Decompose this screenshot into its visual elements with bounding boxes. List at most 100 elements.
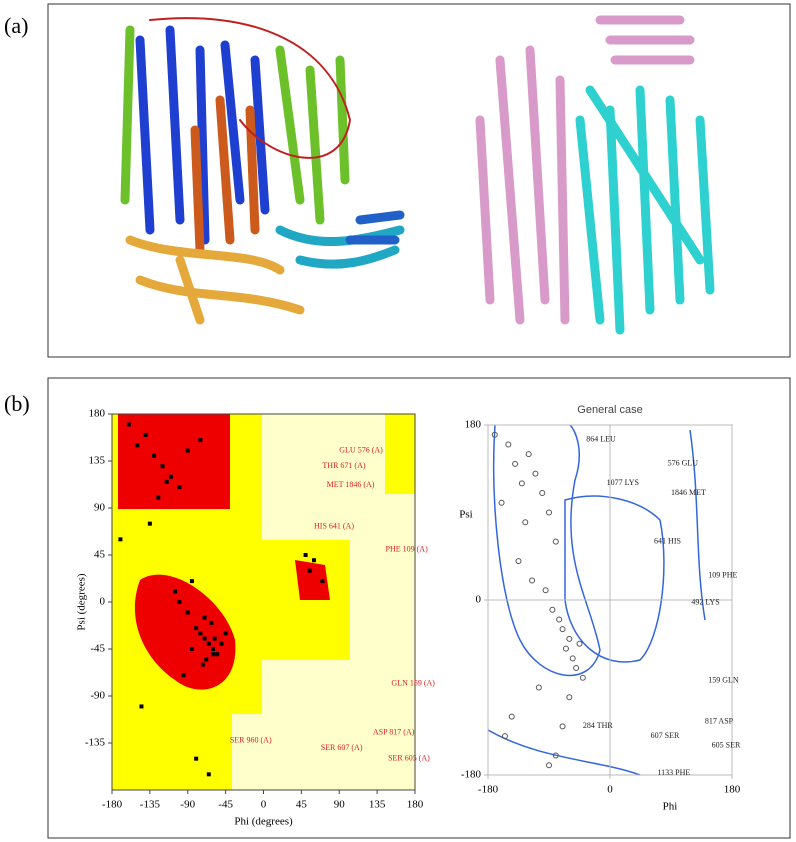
x-tick-label: 180	[407, 799, 424, 811]
annotation: 492 LYS	[691, 598, 719, 607]
x-tick-label: 45	[296, 799, 308, 811]
point	[198, 438, 203, 443]
protein-structure-left	[120, 17, 405, 325]
point	[164, 479, 169, 484]
annotation: SER 607 (A)	[321, 743, 363, 752]
x-tick-label: -180	[102, 799, 123, 811]
annotation: GLN 159 (A)	[391, 678, 435, 687]
annotation: MET 1846 (A)	[327, 480, 375, 489]
point	[505, 441, 512, 448]
point	[211, 652, 215, 657]
point	[579, 674, 586, 681]
annotation: 1077 LYS	[607, 478, 639, 487]
x-axis-label: Phi (degrees)	[234, 816, 293, 828]
annotation: 605 SER	[712, 741, 741, 750]
annotation: PHE 109 (A)	[386, 545, 429, 554]
point	[556, 616, 563, 623]
annotation: THR 671 (A)	[322, 461, 365, 470]
y-tick-label: 0	[476, 594, 482, 606]
point	[549, 606, 556, 613]
annotation: 1133 PHE	[657, 768, 690, 777]
point	[576, 640, 583, 647]
point	[160, 464, 165, 469]
point	[518, 480, 525, 487]
point	[501, 733, 508, 740]
point	[546, 509, 552, 516]
point	[206, 772, 211, 777]
point	[559, 723, 566, 730]
point	[542, 587, 549, 594]
point	[532, 470, 539, 477]
point	[303, 553, 308, 557]
point	[168, 474, 173, 479]
point	[118, 537, 123, 542]
y-tick-label: -135	[85, 737, 106, 749]
point	[126, 422, 131, 427]
x-tick-label: 90	[334, 799, 346, 811]
x-tick-label: -45	[218, 799, 233, 811]
point	[566, 635, 573, 642]
x-tick-label: -135	[140, 799, 161, 811]
point	[204, 657, 209, 662]
point	[522, 519, 529, 526]
panel-label: (a)	[4, 13, 28, 38]
point	[143, 432, 148, 437]
point	[147, 521, 152, 526]
protein-structure-right	[475, 15, 715, 335]
annotation: 607 SER	[651, 731, 680, 740]
point	[177, 485, 182, 490]
annotation: 159 GLN	[708, 676, 739, 685]
point	[535, 684, 542, 691]
chart-title: General case	[577, 404, 642, 416]
point	[177, 600, 182, 604]
point	[508, 713, 515, 720]
y-tick-label: -180	[461, 769, 482, 781]
annotation: GLU 576 (A)	[339, 445, 383, 454]
point	[194, 626, 199, 631]
point	[156, 495, 161, 500]
x-tick-label: -180	[478, 784, 499, 796]
point	[320, 579, 325, 584]
point	[206, 641, 211, 646]
y-tick-label: -90	[90, 690, 105, 702]
point	[552, 538, 559, 545]
point	[189, 579, 194, 584]
annotation: 284 THR	[583, 721, 614, 730]
point	[562, 645, 569, 652]
point	[202, 636, 207, 641]
point	[139, 704, 144, 709]
point	[515, 558, 522, 565]
x-axis-label: Phi	[663, 801, 678, 813]
point	[173, 589, 178, 594]
point	[135, 443, 140, 448]
point	[194, 756, 199, 761]
point	[223, 631, 228, 636]
point	[185, 610, 190, 615]
y-axis-label: Psi	[459, 509, 472, 521]
x-tick-label: 0	[261, 799, 267, 811]
x-tick-label: 135	[369, 799, 386, 811]
annotation: HIS 641 (A)	[314, 522, 354, 531]
point	[312, 558, 316, 563]
point	[512, 460, 519, 467]
point	[181, 673, 186, 678]
annotation: 109 PHE	[708, 571, 737, 580]
point	[219, 641, 224, 646]
contours	[487, 424, 706, 776]
y-axis-label: Psi (degrees)	[76, 573, 88, 630]
point	[559, 626, 566, 633]
point	[215, 652, 220, 657]
point	[569, 655, 576, 662]
y-tick-label: 90	[94, 502, 106, 514]
point	[552, 752, 559, 759]
point	[573, 665, 580, 672]
annotation: 641 HIS	[654, 536, 681, 545]
y-tick-label: -45	[90, 643, 105, 655]
annotation: 1846 MET	[671, 488, 706, 497]
panel-label: (b)	[4, 391, 30, 416]
point	[546, 762, 552, 769]
point	[209, 620, 214, 625]
point	[202, 615, 207, 620]
y-tick-label: 135	[89, 455, 106, 467]
